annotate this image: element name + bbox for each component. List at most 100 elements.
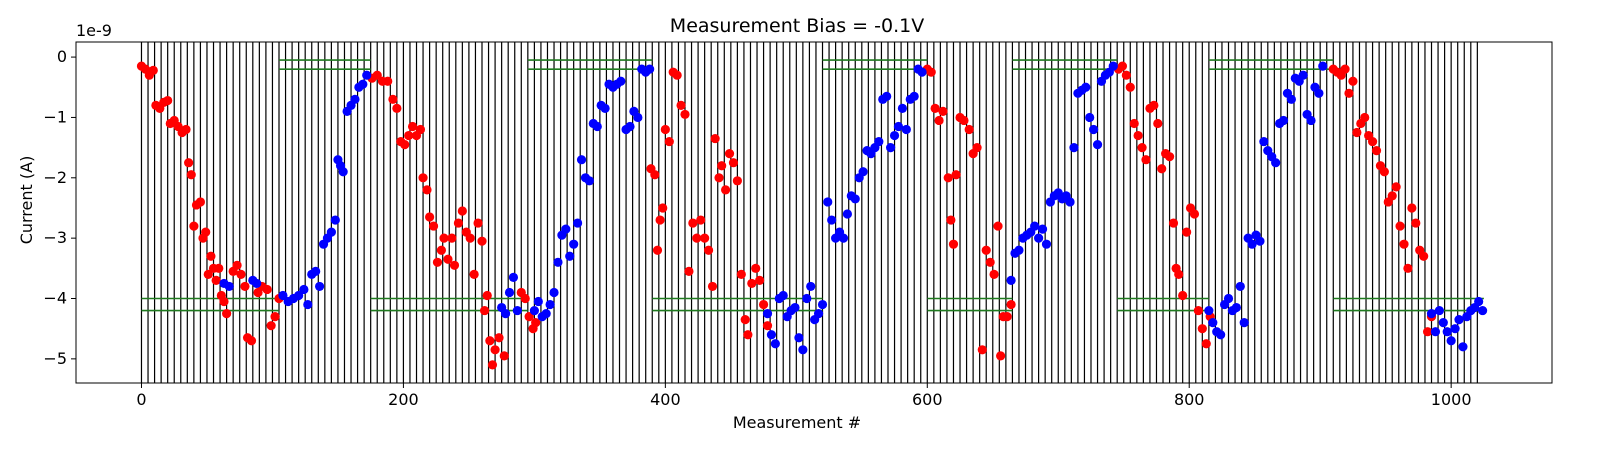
data-point bbox=[512, 305, 522, 316]
data-point bbox=[882, 91, 892, 101]
data-point bbox=[428, 221, 439, 231]
data-point bbox=[850, 194, 860, 204]
data-point bbox=[652, 245, 663, 255]
data-point bbox=[392, 103, 402, 113]
y-tick-label: −3 bbox=[43, 228, 67, 247]
x-tick-label: 0 bbox=[136, 390, 146, 409]
data-point bbox=[696, 215, 706, 225]
data-point bbox=[838, 233, 849, 243]
data-point bbox=[326, 227, 336, 237]
data-point bbox=[1037, 224, 1048, 234]
data-point bbox=[1178, 290, 1188, 301]
data-point bbox=[710, 133, 720, 144]
data-point bbox=[358, 79, 368, 89]
data-point bbox=[500, 308, 511, 319]
data-point bbox=[499, 351, 509, 361]
data-point bbox=[1157, 164, 1167, 174]
data-point bbox=[219, 296, 229, 307]
data-point bbox=[163, 95, 173, 106]
data-point bbox=[817, 299, 828, 310]
data-point bbox=[684, 266, 694, 276]
data-point bbox=[946, 215, 956, 225]
data-point bbox=[1182, 227, 1192, 237]
data-point bbox=[432, 257, 443, 267]
data-point bbox=[1407, 203, 1417, 213]
data-point bbox=[1141, 155, 1151, 165]
data-point bbox=[886, 143, 896, 153]
data-point bbox=[400, 140, 410, 150]
data-point bbox=[294, 290, 304, 301]
data-point bbox=[720, 185, 731, 195]
data-point bbox=[203, 269, 213, 279]
data-point bbox=[707, 281, 718, 292]
data-point bbox=[751, 263, 761, 273]
data-point bbox=[1081, 82, 1091, 92]
data-point bbox=[842, 209, 852, 219]
data-point bbox=[485, 336, 495, 346]
data-point bbox=[278, 290, 288, 301]
data-point bbox=[692, 233, 702, 243]
data-point bbox=[477, 236, 487, 246]
data-point bbox=[1168, 218, 1179, 228]
data-point bbox=[938, 106, 948, 117]
plot-frame bbox=[75, 41, 1553, 384]
data-point bbox=[989, 269, 999, 279]
data-point bbox=[1239, 318, 1249, 328]
data-point bbox=[790, 302, 800, 313]
x-tick-label: 600 bbox=[912, 390, 943, 409]
data-point bbox=[224, 281, 234, 292]
data-point bbox=[1125, 82, 1135, 92]
data-point bbox=[802, 293, 812, 304]
x-tick-label: 400 bbox=[650, 390, 681, 409]
data-point bbox=[469, 269, 479, 279]
data-point bbox=[549, 287, 559, 298]
data-point bbox=[1477, 305, 1488, 316]
data-point bbox=[449, 260, 460, 270]
data-point bbox=[964, 124, 974, 135]
data-point bbox=[1255, 236, 1265, 246]
data-points bbox=[136, 61, 1488, 370]
data-point bbox=[186, 170, 196, 180]
data-point bbox=[436, 245, 446, 255]
data-point bbox=[1387, 191, 1397, 201]
data-point bbox=[214, 263, 224, 273]
data-point bbox=[1117, 61, 1128, 71]
data-point bbox=[762, 321, 773, 331]
data-point bbox=[901, 124, 911, 135]
data-point bbox=[1438, 318, 1448, 328]
data-point bbox=[1430, 327, 1441, 337]
data-point bbox=[1164, 152, 1175, 162]
data-point bbox=[633, 112, 643, 123]
data-point bbox=[388, 94, 398, 104]
y-tick-label: 0 bbox=[57, 47, 67, 66]
data-point bbox=[1474, 296, 1484, 307]
data-point bbox=[473, 218, 483, 228]
data-point bbox=[794, 333, 804, 343]
data-point bbox=[703, 245, 714, 255]
data-point bbox=[531, 318, 541, 328]
data-point bbox=[1446, 336, 1456, 346]
data-point bbox=[827, 215, 837, 225]
data-point bbox=[1129, 118, 1139, 129]
data-point bbox=[465, 233, 475, 243]
x-tick-label: 1000 bbox=[1431, 390, 1472, 409]
data-point bbox=[770, 339, 780, 349]
data-point bbox=[943, 173, 953, 183]
data-point bbox=[447, 233, 457, 243]
data-point bbox=[541, 308, 551, 319]
data-point bbox=[676, 100, 686, 110]
data-point bbox=[576, 155, 587, 165]
data-point bbox=[240, 281, 250, 292]
data-point bbox=[1235, 281, 1245, 292]
data-point bbox=[1006, 275, 1016, 285]
data-point bbox=[858, 167, 868, 177]
data-point bbox=[1204, 305, 1214, 316]
data-point bbox=[1259, 136, 1269, 147]
data-point bbox=[270, 312, 280, 322]
data-point bbox=[1352, 127, 1362, 138]
data-point bbox=[222, 308, 232, 319]
data-point bbox=[524, 312, 534, 322]
data-point bbox=[1247, 239, 1257, 249]
data-point bbox=[1133, 130, 1143, 141]
data-point bbox=[457, 206, 467, 216]
